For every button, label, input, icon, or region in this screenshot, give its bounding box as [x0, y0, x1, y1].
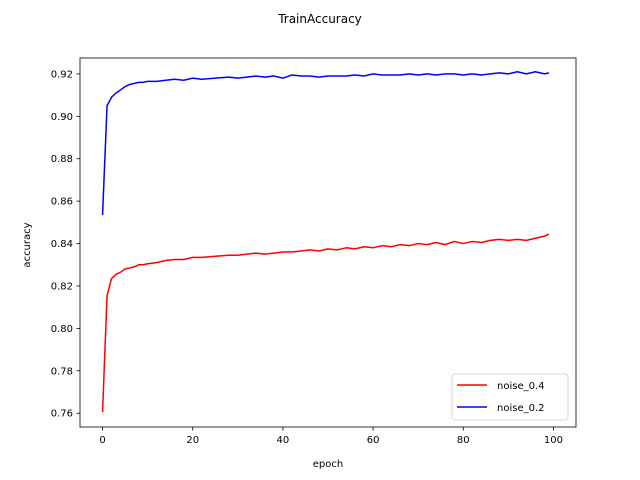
- series-lines: [101, 71, 550, 413]
- x-axis-label: epoch: [313, 459, 343, 470]
- y-tick-label: 0.86: [51, 197, 73, 208]
- x-tick-label: 60: [367, 435, 380, 446]
- x-tick-label: 80: [457, 435, 470, 446]
- x-axis-ticks: 0 20 40 60 80 100: [99, 427, 563, 446]
- x-tick-label: 100: [544, 435, 563, 446]
- legend-label-noise-0-4: noise_0.4: [497, 381, 545, 392]
- y-axis-ticks: 0.76 0.78 0.80 0.82 0.84 0.86 0.88 0.90 0.92: [51, 69, 80, 420]
- y-tick-label: 0.76: [51, 409, 73, 420]
- y-tick-label: 0.78: [51, 366, 73, 377]
- chart-title: TrainAccuracy: [277, 12, 362, 26]
- x-tick-label: 20: [186, 435, 199, 446]
- plot-frame: [79, 57, 577, 428]
- y-tick-label: 0.92: [51, 69, 73, 80]
- y-tick-label: 0.90: [51, 112, 73, 123]
- y-tick-label: 0.88: [51, 154, 73, 165]
- x-tick-label: 0: [99, 435, 105, 446]
- y-axis-label: accuracy: [22, 222, 33, 267]
- y-tick-label: 0.80: [51, 324, 73, 335]
- series-line-noise-0-2: [101, 71, 550, 215]
- y-tick-label: 0.84: [51, 239, 73, 250]
- legend-label-noise-0-2: noise_0.2: [497, 403, 545, 414]
- series-line-noise-0-4: [101, 233, 550, 413]
- legend: noise_0.4 noise_0.2: [451, 373, 569, 421]
- y-tick-label: 0.82: [51, 281, 73, 292]
- x-tick-label: 40: [277, 435, 290, 446]
